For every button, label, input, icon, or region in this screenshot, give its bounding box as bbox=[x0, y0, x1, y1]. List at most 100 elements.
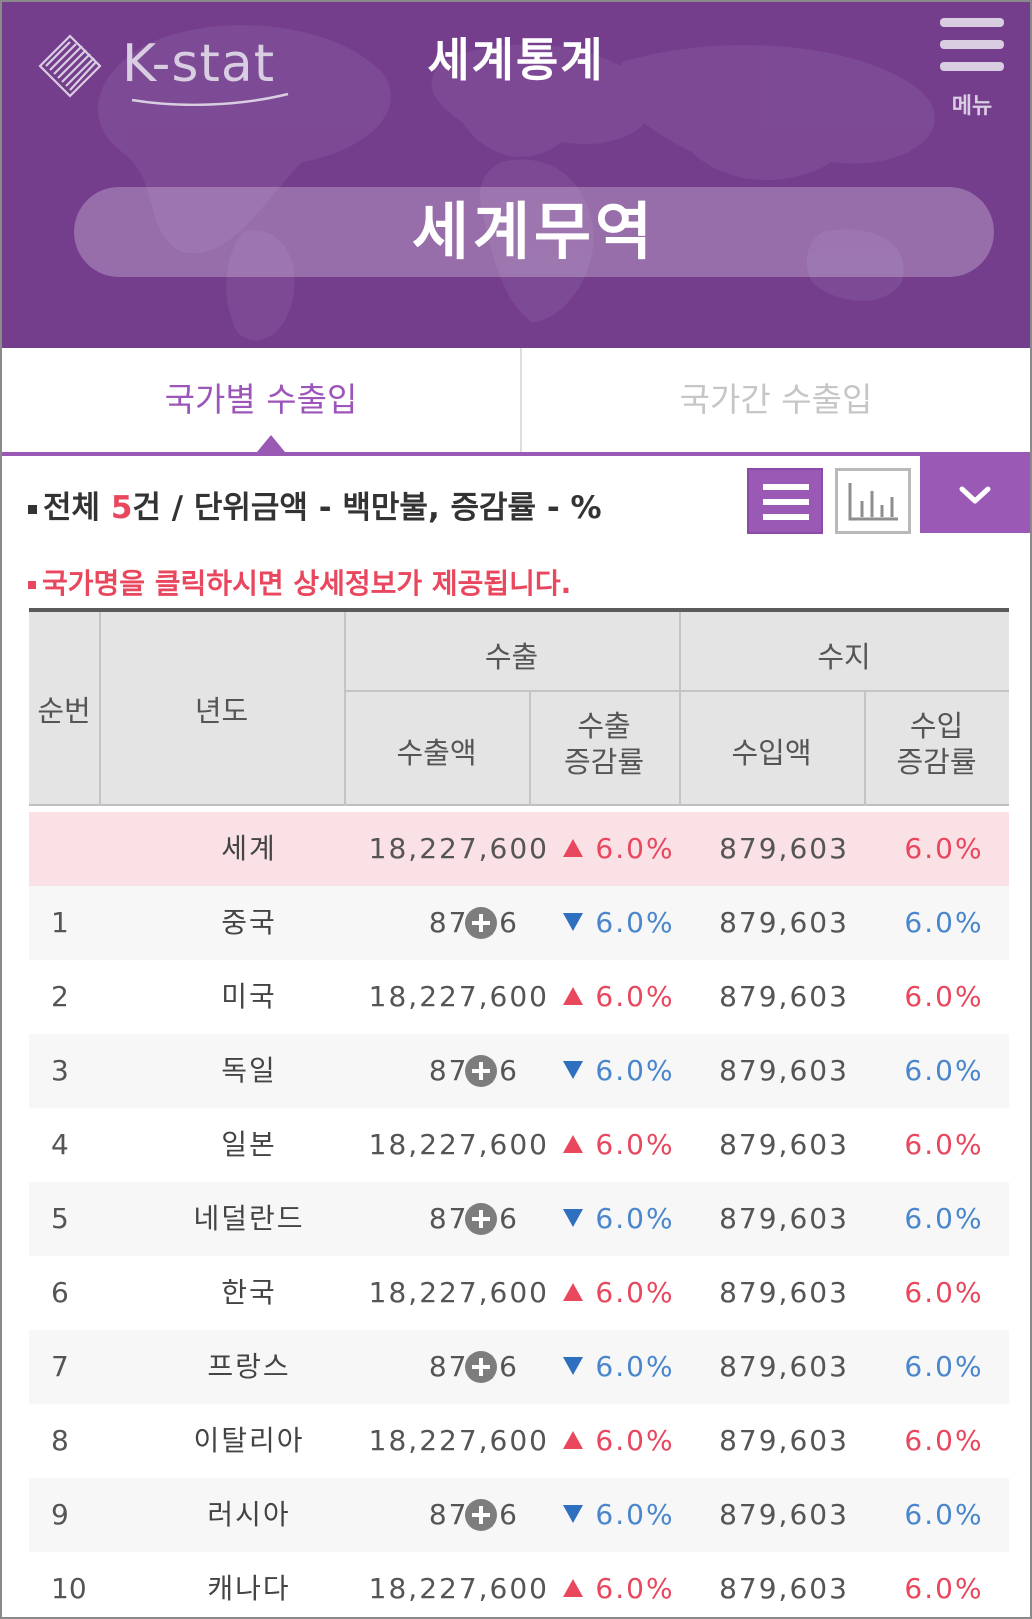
export-rate: 6.0% bbox=[549, 886, 689, 960]
import-amount: 879,603 bbox=[719, 1424, 849, 1457]
table-header: 순번 년도 수출 수지 수출액 수출 증감률 수입액 수입 증감률 bbox=[29, 608, 1009, 806]
header-import-amount: 수입액 bbox=[731, 736, 812, 770]
menu-button[interactable]: 메뉴 bbox=[932, 14, 1012, 119]
tab-by-country[interactable]: 국가별 수출입 bbox=[164, 380, 358, 419]
country-name[interactable]: 러시아 bbox=[207, 1498, 291, 1531]
import-rate: 6.0% bbox=[904, 832, 984, 865]
kstat-logo[interactable]: K-stat bbox=[30, 30, 290, 106]
export-rate: 6.0% bbox=[549, 1404, 689, 1478]
active-tab-caret-icon bbox=[257, 435, 285, 452]
plus-circle-icon[interactable] bbox=[465, 1055, 497, 1087]
country-name[interactable]: 이탈리아 bbox=[193, 1424, 305, 1457]
country-name[interactable]: 네덜란드 bbox=[193, 1202, 305, 1235]
country-name[interactable]: 중국 bbox=[221, 906, 277, 939]
header-divider bbox=[864, 692, 866, 806]
header-rank: 순번 bbox=[37, 694, 91, 728]
kstat-logo-mark-icon bbox=[38, 34, 102, 98]
list-icon-line bbox=[763, 514, 809, 520]
import-rate: 6.0% bbox=[904, 1202, 984, 1235]
up-arrow-icon bbox=[563, 987, 584, 1005]
import-amount: 879,603 bbox=[719, 1350, 849, 1383]
import-rate: 6.0% bbox=[904, 906, 984, 939]
import-rate: 6.0% bbox=[904, 1276, 984, 1309]
menu-icon-bar bbox=[940, 40, 1004, 49]
import-rate: 6.0% bbox=[904, 1054, 984, 1087]
logo-text: K-stat bbox=[122, 34, 276, 94]
table-row-world: 세계 18,227,600 6.0% 879,603 6.0% bbox=[29, 812, 1009, 886]
export-rate: 6.0% bbox=[549, 1182, 689, 1256]
export-rate: 6.0% bbox=[549, 1256, 689, 1330]
import-amount: 879,603 bbox=[719, 832, 849, 865]
import-amount: 879,603 bbox=[719, 1572, 849, 1605]
summary-count: 5 bbox=[110, 490, 133, 526]
plus-circle-icon[interactable] bbox=[465, 1351, 497, 1383]
table-body: 1중국879,66.0%879,6036.0%2미국18,227,6006.0%… bbox=[29, 886, 1009, 1617]
country-name[interactable]: 일본 bbox=[221, 1128, 277, 1161]
table-row: 2 미국 18,227,600 6.0% 879,603 6.0% bbox=[29, 960, 1009, 1034]
logo-swoosh bbox=[131, 92, 289, 106]
import-amount: 879,603 bbox=[719, 906, 849, 939]
tab-between-countries[interactable]: 국가간 수출입 bbox=[520, 348, 1030, 452]
export-rate: 6.0% bbox=[549, 1330, 689, 1404]
rank: 8 bbox=[51, 1424, 69, 1457]
header-import-rate-line2: 증감률 bbox=[896, 745, 977, 779]
import-rate: 6.0% bbox=[904, 1350, 984, 1383]
list-view-button[interactable] bbox=[747, 468, 823, 534]
up-arrow-icon bbox=[563, 839, 584, 857]
down-arrow-icon bbox=[563, 1061, 584, 1079]
country-name[interactable]: 한국 bbox=[221, 1276, 277, 1309]
country-name-world[interactable]: 세계 bbox=[221, 832, 277, 865]
header-divider bbox=[529, 692, 531, 806]
down-arrow-icon bbox=[563, 1357, 584, 1375]
import-amount: 879,603 bbox=[719, 1498, 849, 1531]
export-rate: 6.0% bbox=[549, 960, 689, 1034]
expand-dropdown-button[interactable] bbox=[920, 455, 1030, 533]
export-rate: 6.0% bbox=[549, 1552, 689, 1617]
export-rate-value: 6.0% bbox=[595, 1054, 675, 1087]
header-balance-group: 수지 bbox=[817, 640, 871, 674]
chart-view-button[interactable] bbox=[835, 468, 911, 534]
country-name[interactable]: 프랑스 bbox=[207, 1350, 291, 1383]
import-rate: 6.0% bbox=[904, 1128, 984, 1161]
header-export-amount: 수출액 bbox=[396, 736, 477, 770]
export-amount: 18,227,600 bbox=[368, 980, 549, 1013]
import-amount: 879,603 bbox=[719, 1276, 849, 1309]
click-notice: 국가명을 클릭하시면 상세정보가 제공됩니다. bbox=[28, 562, 571, 602]
export-rate-value: 6.0% bbox=[595, 1572, 675, 1605]
tab-bar: 국가별 수출입 국가간 수출입 bbox=[2, 348, 1030, 456]
export-rate-value: 6.0% bbox=[595, 1498, 675, 1531]
trade-table: 순번 년도 수출 수지 수출액 수출 증감률 수입액 수입 증감률 세계 18,… bbox=[29, 608, 1009, 1617]
header-export-rate-line2: 증감률 bbox=[563, 745, 645, 779]
import-rate: 6.0% bbox=[904, 980, 984, 1013]
bullet-icon bbox=[28, 505, 37, 514]
plus-circle-icon[interactable] bbox=[465, 1499, 497, 1531]
rank: 5 bbox=[51, 1202, 69, 1235]
summary-info: 전체 5건 / 단위금액 - 백만불, 증감률 - % bbox=[28, 482, 602, 527]
table-row: 4 일본 18,227,600 6.0% 879,603 6.0% bbox=[29, 1108, 1009, 1182]
table-row: 10 캐나다 18,227,600 6.0% 879,603 6.0% bbox=[29, 1552, 1009, 1617]
summary-prefix: 전체 bbox=[43, 490, 101, 526]
country-name[interactable]: 미국 bbox=[221, 980, 277, 1013]
export-amount: 18,227,600 bbox=[368, 1128, 549, 1161]
bar-chart-icon bbox=[848, 483, 898, 521]
export-rate-value: 6.0% bbox=[595, 832, 675, 865]
plus-circle-icon[interactable] bbox=[465, 907, 497, 939]
rank: 7 bbox=[51, 1350, 69, 1383]
plus-circle-icon[interactable] bbox=[465, 1203, 497, 1235]
rank: 4 bbox=[51, 1128, 69, 1161]
header-export-group: 수출 bbox=[484, 640, 539, 674]
import-amount: 879,603 bbox=[719, 1054, 849, 1087]
country-name[interactable]: 독일 bbox=[221, 1054, 277, 1087]
import-rate: 6.0% bbox=[904, 1424, 984, 1457]
country-name[interactable]: 캐나다 bbox=[207, 1572, 291, 1605]
export-amount: 18,227,600 bbox=[368, 1572, 549, 1605]
up-arrow-icon bbox=[563, 1135, 584, 1153]
header-divider bbox=[679, 612, 681, 806]
world-map-background bbox=[98, 25, 935, 341]
rank: 6 bbox=[51, 1276, 69, 1309]
